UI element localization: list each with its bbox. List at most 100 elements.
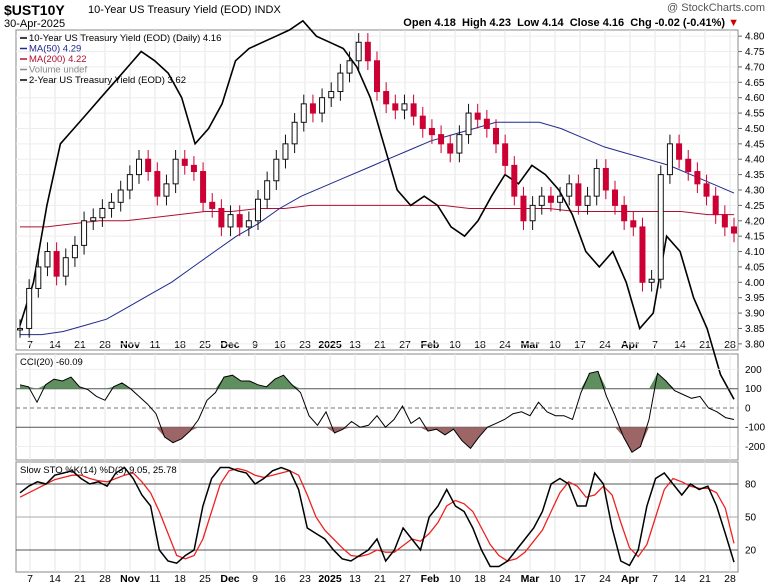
x-tick-label-bottom: 18 xyxy=(174,573,186,585)
candle-body xyxy=(483,118,490,129)
cci-y-tick-label: 200 xyxy=(745,365,762,376)
price-y-tick-label: 4.65 xyxy=(745,78,765,89)
cci-y-tick-label: -100 xyxy=(745,423,765,434)
x-tick-label-bottom: 25 xyxy=(199,573,211,585)
candle-body xyxy=(447,143,454,154)
exchange-text: INDX xyxy=(254,4,281,16)
x-tick-label-bottom: 24 xyxy=(599,573,611,585)
cci-legend: CCI(20) -60.09 xyxy=(20,357,83,368)
high-label: High xyxy=(462,17,487,29)
candle-body xyxy=(53,251,60,277)
candle-body xyxy=(136,158,142,176)
candle-body xyxy=(145,158,152,173)
price-y-tick-label: 4.40 xyxy=(745,155,765,166)
x-tick-label-bottom: 18 xyxy=(474,573,486,585)
legend-entry: Volume undef xyxy=(29,65,87,76)
chg-label: Chg xyxy=(630,17,652,29)
candle-body xyxy=(648,278,655,283)
cci-line xyxy=(19,370,735,454)
legend-entry: MA(200) 4.22 xyxy=(29,54,87,65)
candle-body xyxy=(712,195,719,216)
price-y-tick-label: 4.50 xyxy=(745,124,765,135)
x-tick-label-bottom: 17 xyxy=(574,573,586,585)
x-tick-label-bottom: 16 xyxy=(274,573,286,585)
candle-body xyxy=(291,121,298,145)
candle-body xyxy=(44,251,51,268)
down-arrow-icon: ▼ xyxy=(728,17,739,29)
price-y-tick-label: 3.80 xyxy=(745,339,765,350)
x-tick-label-bottom: 28 xyxy=(724,573,736,585)
x-tick-label-bottom: 11 xyxy=(150,573,161,585)
x-tick-label-top: 18 xyxy=(174,339,186,351)
x-tick-label-top: 7 xyxy=(27,339,33,351)
x-tick-label-bottom: 21 xyxy=(74,573,86,585)
candle-body xyxy=(309,103,316,114)
x-tick-label-top: 24 xyxy=(599,339,611,351)
x-tick-label-bottom: 9 xyxy=(252,573,258,585)
x-tick-label-top: 7 xyxy=(652,339,658,351)
x-tick-label-bottom: 21 xyxy=(699,573,711,585)
candle-body xyxy=(319,97,326,114)
price-y-tick-label: 4.80 xyxy=(745,32,765,43)
candle-body xyxy=(26,287,33,329)
candle-body xyxy=(337,72,344,93)
x-tick-label-top: 14 xyxy=(49,339,61,351)
x-tick-label-top: 10 xyxy=(449,339,461,351)
price-y-tick-label: 3.85 xyxy=(745,324,765,335)
candle-body xyxy=(511,164,518,197)
candle-body xyxy=(456,134,463,154)
price-y-tick-label: 4.55 xyxy=(745,109,765,120)
candle-body xyxy=(547,195,554,203)
brand-watermark: @ StockCharts.com xyxy=(667,2,765,14)
price-y-tick-label: 4.10 xyxy=(745,247,765,258)
x-tick-label-top: Nov xyxy=(120,339,140,351)
candle-body xyxy=(657,174,664,280)
candle-body xyxy=(99,207,106,219)
x-tick-label-bottom: 7 xyxy=(652,573,658,585)
candle-body xyxy=(126,174,133,191)
candle-body xyxy=(117,189,124,203)
candle-body xyxy=(264,180,271,200)
x-tick-label-bottom: 14 xyxy=(49,573,61,585)
candle-body xyxy=(621,204,628,222)
candle-body xyxy=(731,226,737,234)
candle-body xyxy=(593,167,600,197)
candle-body xyxy=(676,143,683,160)
price-y-tick-label: 4.05 xyxy=(745,262,765,273)
cci-y-tick-label: 100 xyxy=(745,384,762,395)
x-tick-label-top: 2025 xyxy=(318,339,342,351)
x-tick-label-bottom: Apr xyxy=(621,573,639,585)
price-y-tick-label: 3.90 xyxy=(745,309,765,320)
candle-body xyxy=(493,127,499,145)
cci-y-tick-label: -200 xyxy=(745,442,765,453)
candle-body xyxy=(108,201,115,209)
candle-body xyxy=(410,103,417,117)
low-value: 4.14 xyxy=(542,17,564,29)
candle-body xyxy=(200,171,207,203)
x-tick-label-top: 16 xyxy=(274,339,286,351)
candle-body xyxy=(35,266,42,289)
sto-y-tick-label: 50 xyxy=(745,513,757,524)
x-tick-label-top: 18 xyxy=(474,339,486,351)
candle-body xyxy=(383,91,390,105)
candle-body xyxy=(639,226,646,283)
price-y-tick-label: 4.15 xyxy=(745,232,765,243)
candle-body xyxy=(465,112,472,136)
candle-body xyxy=(163,183,170,197)
price-y-tick-label: 4.45 xyxy=(745,139,765,150)
x-tick-label-bottom: Mar xyxy=(521,573,540,585)
candle-body xyxy=(90,217,97,222)
x-tick-label-bottom: Dec xyxy=(220,573,239,585)
x-tick-label-top: 10 xyxy=(549,339,561,351)
candle-body xyxy=(17,327,23,331)
x-tick-label-top: 13 xyxy=(349,339,361,351)
candle-body xyxy=(694,171,701,185)
chg-value: -0.02 (-0.41%) xyxy=(654,17,726,29)
x-tick-label-bottom: 28 xyxy=(99,573,111,585)
candle-body xyxy=(227,214,234,228)
x-tick-label-top: Dec xyxy=(220,339,239,351)
candle-body xyxy=(71,244,78,259)
x-tick-label-bottom: 13 xyxy=(349,573,361,585)
price-y-tick-label: 4.35 xyxy=(745,170,765,181)
